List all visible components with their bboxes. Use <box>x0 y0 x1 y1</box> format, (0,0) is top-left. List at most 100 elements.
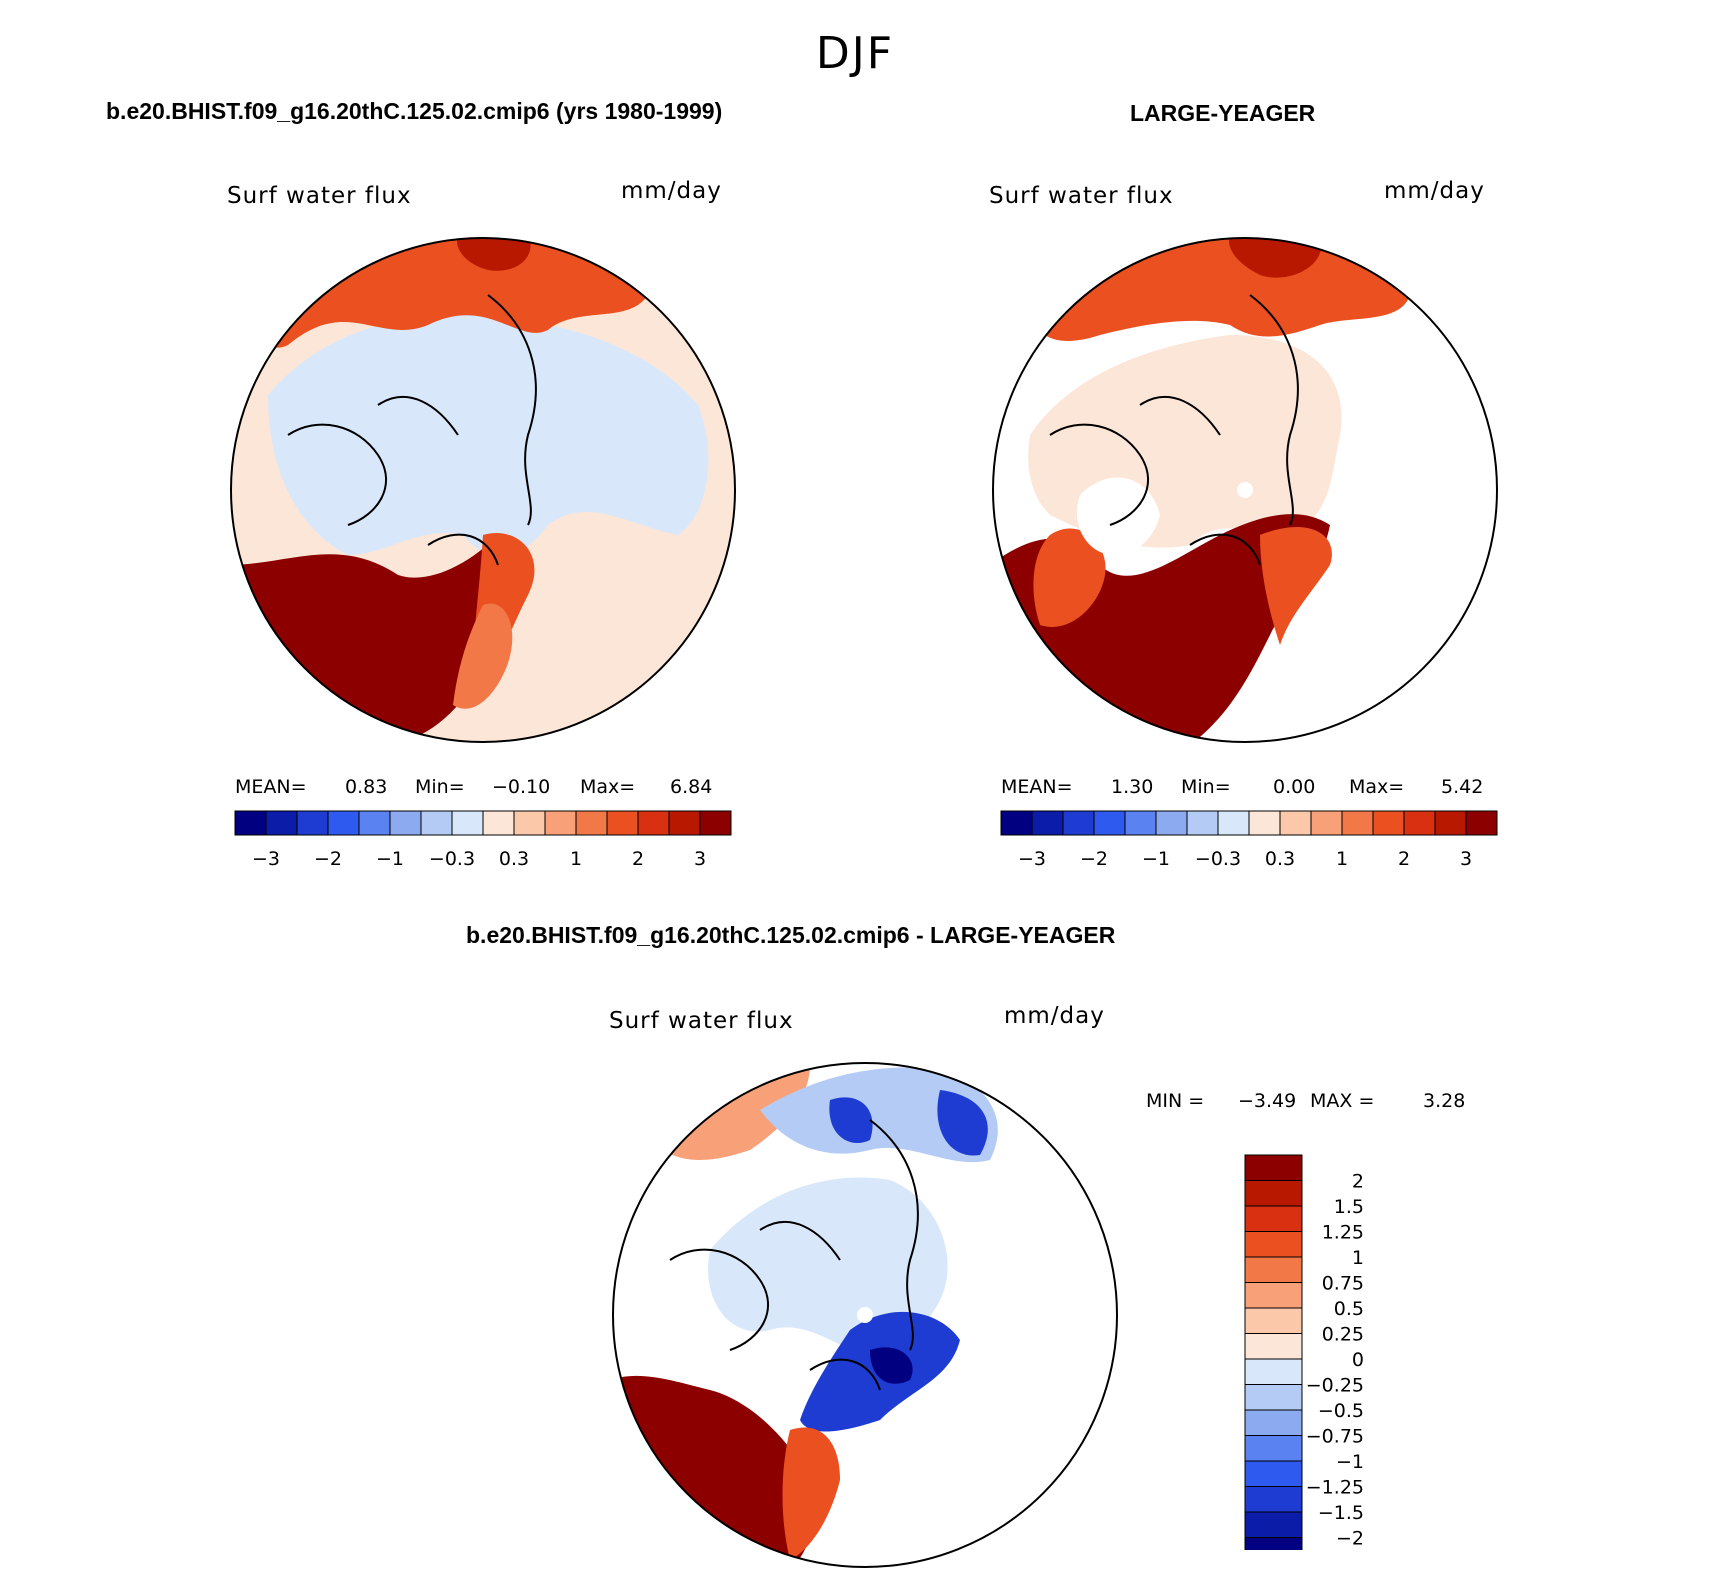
colorbar-box <box>1186 810 1219 836</box>
max-label: Max= <box>1349 776 1405 798</box>
colorbar-box <box>1244 1307 1303 1334</box>
colorbar-box <box>1434 810 1467 836</box>
polar-map-case <box>230 237 736 743</box>
pacific-deep-blue <box>829 1090 988 1156</box>
colorbar-box <box>1244 1384 1303 1411</box>
colorbar-box <box>389 810 422 836</box>
colorbar-tick-label: 1.25 <box>1322 1222 1364 1244</box>
pole-hole <box>857 1307 873 1323</box>
pacific-blue <box>760 1067 998 1163</box>
colorbar-tick-label: −0.25 <box>1306 1375 1364 1397</box>
min-label: Min= <box>415 776 465 798</box>
scandinavia-orange <box>453 603 513 709</box>
colorbar-tick-label: −1 <box>1142 848 1170 870</box>
min-value: −0.10 <box>492 776 551 798</box>
colorbar-box <box>1248 810 1281 836</box>
colorbar-diff: 2 1.5 1.25 1 0.75 0.5 0.25 0 −0.25 −0.5 −0.75 −1 −1.… <box>1244 1154 1364 1550</box>
diff-minmax: MIN = −3.49 MAX = 3.28 <box>1146 1090 1476 1114</box>
colorbar-box <box>1310 810 1343 836</box>
min-label: MIN = <box>1146 1090 1205 1112</box>
colorbar-tick-label: 3 <box>694 848 706 870</box>
colorbar-box <box>1093 810 1126 836</box>
colorbar-tick-label: 1 <box>570 848 582 870</box>
colorbar-box <box>1244 1435 1303 1462</box>
colorbar-box <box>1217 810 1250 836</box>
greenland-edge-red <box>1033 528 1106 627</box>
max-label: Max= <box>580 776 636 798</box>
colorbar-box <box>1244 1511 1303 1538</box>
coastline <box>669 1119 919 1391</box>
colorbar-tick-label: −2 <box>1336 1528 1364 1550</box>
colorbar-tick-label: −0.75 <box>1306 1426 1364 1448</box>
min-label: Min= <box>1181 776 1231 798</box>
colorbar-box <box>1244 1205 1303 1232</box>
map-boundary <box>230 237 736 743</box>
atlantic-red-edge <box>782 1427 840 1560</box>
colorbar-tick-label: 1.5 <box>1334 1196 1364 1218</box>
stats-line: MEAN= 1.30 Min= 0.00 Max= 5.42 <box>1001 776 1501 800</box>
colorbar-box <box>1062 810 1095 836</box>
polar-map-diff <box>612 1062 1118 1568</box>
case-title: b.e20.BHIST.f09_g16.20thC.125.02.cmip6 (… <box>106 98 723 124</box>
colorbar-box <box>1341 810 1374 836</box>
colorbar-case: −3 −2 −1 −0.3 0.3 1 2 3 <box>234 810 732 870</box>
colorbar-box <box>513 810 546 836</box>
variable-label: Surf water flux <box>989 183 1174 209</box>
colorbar-box <box>544 810 577 836</box>
colorbar-box <box>1279 810 1312 836</box>
colorbar-tick-label: −2 <box>314 848 342 870</box>
colorbar-box <box>1244 1486 1303 1513</box>
pacific-orange <box>650 1065 810 1160</box>
mean-value: 0.83 <box>345 776 388 798</box>
colorbar-tick-label: −0.5 <box>1318 1400 1364 1422</box>
map-boundary <box>992 237 1498 743</box>
colorbar-box <box>358 810 391 836</box>
colorbar-box <box>420 810 453 836</box>
colorbar-tick-label: −1 <box>376 848 404 870</box>
max-value: 3.28 <box>1423 1090 1466 1112</box>
colorbar-tick-label: −0.3 <box>1195 848 1241 870</box>
stats-line: MEAN= 0.83 Min= −0.10 Max= 6.84 <box>235 776 735 800</box>
colorbar-box <box>1244 1256 1303 1283</box>
colorbar-tick-label: −2 <box>1080 848 1108 870</box>
colorbar-tick-label: 0.3 <box>1265 848 1295 870</box>
colorbar-box <box>668 810 701 836</box>
colorbar-box <box>1031 810 1064 836</box>
colorbar-box <box>1000 810 1033 836</box>
colorbar-tick-label: −1 <box>1336 1451 1364 1473</box>
colorbar-tick-label: 2 <box>1398 848 1410 870</box>
colorbar-tick-label: 2 <box>632 848 644 870</box>
polar-map-obs <box>992 237 1498 743</box>
colorbar-box <box>1244 1537 1303 1550</box>
mean-label: MEAN= <box>1001 776 1073 798</box>
colorbar-box <box>451 810 484 836</box>
colorbar-tick-label: −3 <box>252 848 280 870</box>
colorbar-box <box>699 810 732 836</box>
diff-title: b.e20.BHIST.f09_g16.20thC.125.02.cmip6 -… <box>466 922 1116 948</box>
colorbar-tick-label: 3 <box>1460 848 1472 870</box>
colorbar-box <box>575 810 608 836</box>
arctic-blue-region <box>268 314 709 557</box>
colorbar-box <box>637 810 670 836</box>
colorbar-box <box>1124 810 1157 836</box>
colorbar-box <box>265 810 298 836</box>
colorbar-tick-label: 1 <box>1352 1247 1364 1269</box>
colorbar-box <box>482 810 515 836</box>
colorbar-tick-label: 0 <box>1352 1349 1364 1371</box>
colorbar-tick-label: −1.5 <box>1318 1502 1364 1524</box>
colorbar-box <box>1244 1231 1303 1258</box>
min-value: 0.00 <box>1273 776 1316 798</box>
variable-label: Surf water flux <box>609 1008 794 1034</box>
max-label: MAX = <box>1310 1090 1375 1112</box>
colorbar-box <box>1465 810 1498 836</box>
max-value: 5.42 <box>1441 776 1484 798</box>
colorbar-tick-label: 1 <box>1336 848 1348 870</box>
colorbar-tick-label: −1.25 <box>1306 1477 1364 1499</box>
greenland-white <box>1077 477 1160 555</box>
mean-value: 1.30 <box>1111 776 1154 798</box>
colorbar-box <box>1244 1333 1303 1360</box>
units-label: mm/day <box>621 178 722 204</box>
figure-title: DJF <box>815 28 895 79</box>
colorbar-box <box>1372 810 1405 836</box>
colorbar-box <box>606 810 639 836</box>
